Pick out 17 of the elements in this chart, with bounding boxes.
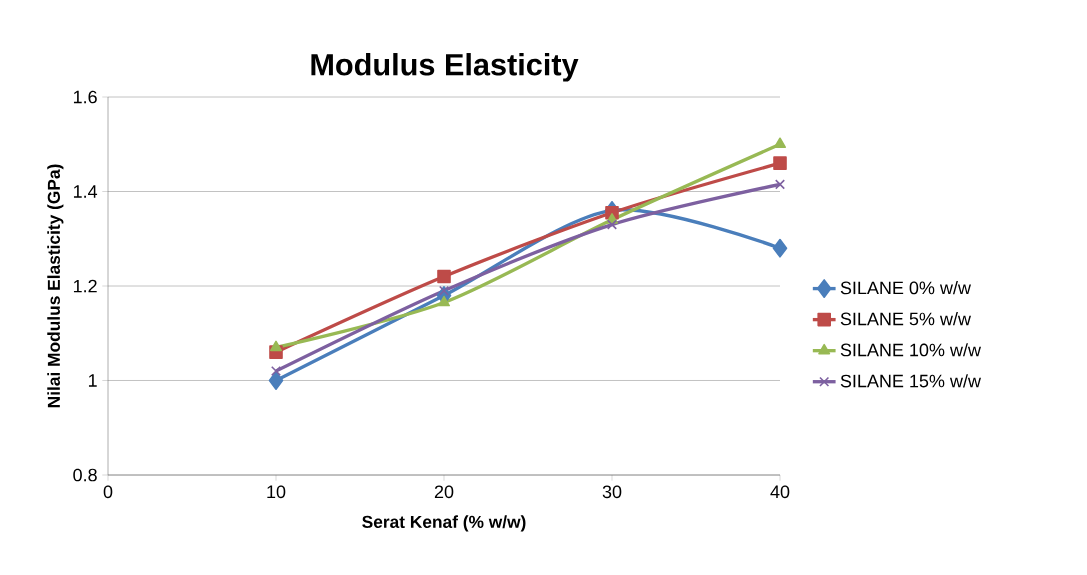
y-tick-label: 0.8 bbox=[73, 468, 97, 482]
x-tick-label: 40 bbox=[770, 485, 790, 499]
legend-label: SILANE 5% w/w bbox=[840, 312, 971, 326]
legend-label: SILANE 10% w/w bbox=[840, 343, 981, 357]
y-tick-label: 1.2 bbox=[73, 279, 97, 293]
y-tick-label: 1.4 bbox=[73, 185, 98, 198]
legend-label: SILANE 0% w/w bbox=[840, 281, 971, 295]
y-tick-label: 1.6 bbox=[73, 90, 97, 104]
legend-label: SILANE 15% w/w bbox=[840, 374, 981, 388]
x-tick-label: 0 bbox=[103, 485, 113, 499]
chart-title: Modulus Elasticity bbox=[311, 53, 579, 82]
x-tick-label: 30 bbox=[602, 485, 622, 499]
x-tick-label: 10 bbox=[267, 485, 286, 499]
y-tick-label: 1 bbox=[88, 374, 97, 387]
y-axis-title: Nilai Modulus Elasticity (GPa) bbox=[47, 164, 64, 408]
x-tick-label: 20 bbox=[434, 485, 454, 499]
x-axis-title: Serat Kenaf (% w/w) bbox=[362, 515, 526, 532]
